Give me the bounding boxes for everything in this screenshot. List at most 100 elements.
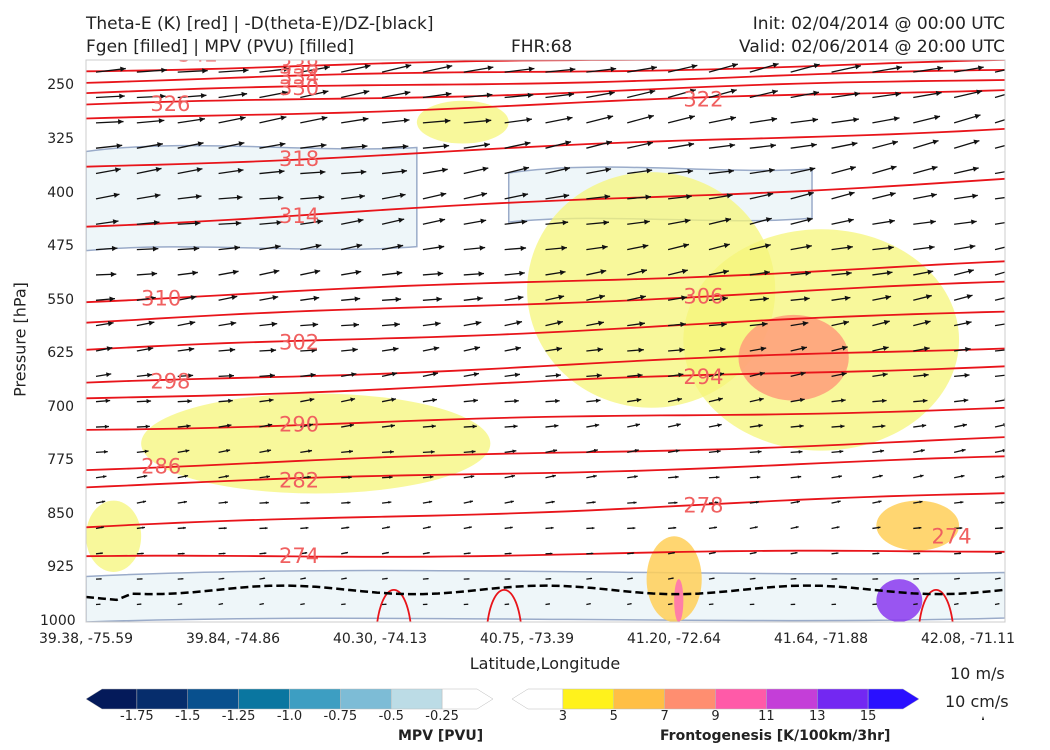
wind-arrowhead <box>311 347 317 353</box>
wind-arrowhead <box>716 449 721 454</box>
wind-arrowhead <box>594 423 600 428</box>
wind-arrowhead <box>150 295 156 301</box>
wind-arrowhead <box>771 89 778 95</box>
wind-arrowhead <box>640 294 646 300</box>
wind-arrowhead <box>883 320 890 326</box>
wind-arrowhead <box>606 140 612 146</box>
wind-arrowhead <box>360 169 367 175</box>
wind-arrowhead <box>142 500 147 504</box>
fgen-region <box>738 314 849 401</box>
wind-arrowhead <box>725 217 732 223</box>
wind-arrowhead <box>114 167 121 173</box>
wind-arrowhead <box>265 501 269 505</box>
wind-arrowhead <box>433 346 440 352</box>
wind-arrowhead <box>229 347 236 353</box>
theta-e-contour-label: 318 <box>279 147 319 171</box>
wind-arrowhead <box>809 166 816 172</box>
wind-arrowhead <box>977 65 984 71</box>
mpv-colorbar-segment <box>238 688 290 710</box>
wind-arrowhead <box>802 321 809 327</box>
wind-arrowhead <box>605 167 612 173</box>
y-tick-label: 325 <box>47 130 74 147</box>
mpv-colorbar-label: -1.75 <box>120 709 154 724</box>
wind-arrowhead <box>958 552 962 555</box>
wind-arrowhead <box>960 500 964 504</box>
wind-arrowhead <box>639 321 645 327</box>
wind-arrowhead <box>389 450 394 454</box>
wind-arrowhead <box>426 577 429 580</box>
wind-arrowhead <box>633 501 637 505</box>
wind-arrowhead <box>888 245 894 251</box>
fgen-region <box>674 579 684 622</box>
y-tick-label: 850 <box>47 505 74 522</box>
wind-arrowhead <box>344 603 346 605</box>
wind-arrowhead <box>957 603 959 605</box>
wind-arrowhead <box>469 526 472 529</box>
wind-vertical-scale: 10 cm/s <box>945 692 1009 711</box>
wind-arrowhead <box>389 475 393 479</box>
wind-arrowhead <box>999 552 1002 555</box>
wind-vector <box>994 246 1005 251</box>
x-tick-label: 42.08, -71.11 <box>920 631 1016 647</box>
theta-e-contour-label: 314 <box>279 204 319 228</box>
wind-arrowhead <box>440 192 447 198</box>
wind-arrowhead <box>641 268 647 274</box>
wind-arrowhead <box>930 192 937 198</box>
wind-arrowhead <box>140 578 143 580</box>
wind-arrowhead <box>689 88 696 94</box>
wind-arrowhead <box>806 217 813 223</box>
wind-arrowhead <box>514 398 519 404</box>
wind-arrowhead <box>102 500 106 504</box>
fgen-colorbar-label: 3 <box>558 709 568 724</box>
wind-arrowhead <box>262 603 264 605</box>
wind-arrowhead <box>229 373 235 379</box>
wind-arrowhead <box>223 552 226 555</box>
wind-arrowhead <box>630 603 632 605</box>
wind-arrowhead <box>1017 88 1023 93</box>
wind-arrowhead <box>919 500 923 504</box>
wind-arrowhead <box>812 117 819 123</box>
wind-arrowhead <box>761 321 768 327</box>
wind-arrowhead <box>881 398 887 404</box>
wind-arrowhead <box>553 449 558 453</box>
wind-arrowhead <box>768 167 775 174</box>
wind-arrowhead <box>226 449 231 453</box>
wind-arrowhead <box>271 321 278 327</box>
wind-arrowhead <box>118 119 124 125</box>
wind-arrowhead <box>837 500 841 504</box>
theta-e-line <box>86 69 1005 94</box>
wind-arrowhead <box>677 397 682 402</box>
wind-arrowhead <box>1007 321 1013 326</box>
wind-arrowhead <box>647 114 654 120</box>
wind-arrowhead <box>348 475 352 479</box>
wind-arrowhead <box>934 114 941 121</box>
wind-arrowhead <box>931 165 938 171</box>
wind-arrowhead <box>266 475 270 479</box>
mpv-colorbar-label: -1.25 <box>221 709 256 724</box>
wind-arrowhead <box>1006 347 1011 352</box>
wind-arrowhead <box>200 93 207 99</box>
wind-arrowhead <box>154 193 161 199</box>
wind-arrowhead <box>474 345 480 351</box>
y-tick-label: 925 <box>47 559 74 576</box>
theta-e-line <box>86 260 1005 304</box>
wind-arrowhead <box>965 320 972 326</box>
fgen-colorbar-segment <box>613 688 665 710</box>
wind-arrowhead <box>569 67 576 73</box>
wind-arrowhead <box>274 244 281 250</box>
wind-arrowhead <box>684 218 691 224</box>
wind-arrowhead <box>974 113 981 119</box>
y-tick-label: 775 <box>47 452 74 469</box>
wind-arrowhead <box>141 552 144 555</box>
mpv-colorbar-label: -1.0 <box>276 709 303 724</box>
wind-arrowhead <box>486 92 493 98</box>
wind-arrowhead <box>836 526 840 529</box>
wind-arrowhead <box>364 64 371 70</box>
wind-arrowhead <box>1014 168 1020 173</box>
wind-scale-arrow <box>982 716 984 720</box>
wind-arrowhead <box>306 501 310 505</box>
wind-arrowhead <box>758 423 763 428</box>
wind-arrowhead <box>590 577 593 580</box>
wind-arrowhead <box>111 245 118 252</box>
wind-arrowhead <box>139 603 142 605</box>
